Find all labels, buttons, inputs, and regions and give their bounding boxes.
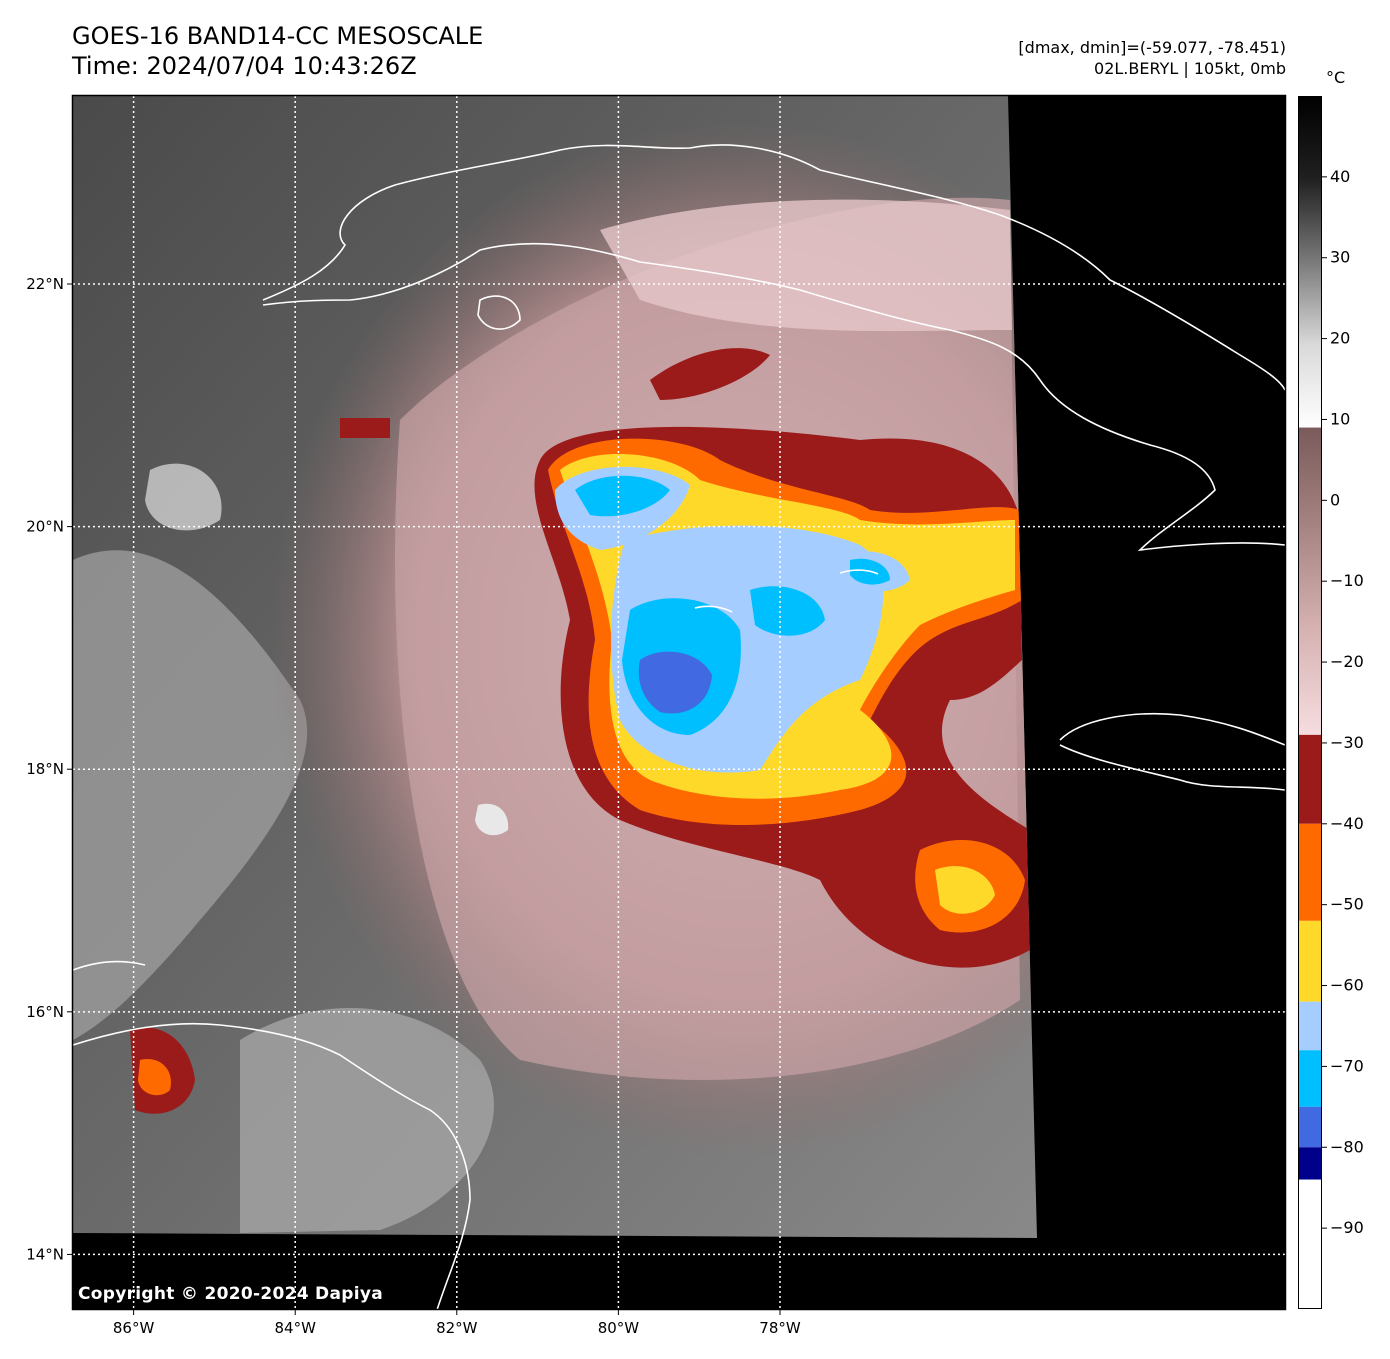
- cuba-north-coast: [262, 144, 1285, 391]
- low-cloud-patch: [475, 803, 509, 836]
- low-cloud-patch-west: [145, 463, 222, 531]
- coldest-core-royalblue: [638, 651, 712, 714]
- colorbar-segment: [1298, 1050, 1322, 1107]
- colorbar-segment: [1298, 823, 1322, 921]
- colorbar-frame: [1298, 96, 1322, 1309]
- lat-tick-label: 20°N: [26, 518, 64, 536]
- colorbar-tick-label: 10: [1330, 409, 1350, 428]
- data-range-label: [dmax, dmin]=(-59.077, -78.451): [1018, 38, 1286, 57]
- inner-cell-blue: [750, 586, 825, 636]
- graticule: [73, 96, 1285, 1309]
- colorbar-segment: [1298, 96, 1322, 428]
- chart-title: GOES-16 BAND14-CC MESOSCALE: [72, 22, 484, 50]
- lon-tick-label: 86°W: [113, 1319, 155, 1337]
- axis-ticks: 86°W 84°W 82°W 80°W 78°W 14°N 16°N 18°N 20°N 22°N: [26, 275, 801, 1337]
- colorbar-segment: [1298, 734, 1322, 824]
- bay-islands: [73, 960, 146, 971]
- colorbar-segment: [1298, 1106, 1322, 1148]
- colorbar-tick-label: 30: [1330, 248, 1350, 267]
- lat-tick-label: 22°N: [26, 275, 64, 293]
- lat-tick-label: 16°N: [26, 1003, 64, 1021]
- chart-time: Time: 2024/07/04 10:43:26Z: [72, 52, 417, 80]
- colorbar-segment: [1298, 920, 1322, 1002]
- colorbar-tick-label: −40: [1330, 814, 1364, 833]
- colorbar-tick-label: −10: [1330, 571, 1364, 590]
- colorbar-tick-label: −70: [1330, 1056, 1364, 1075]
- colorbar-tick-label: −90: [1330, 1218, 1364, 1237]
- jamaica-coast: [1059, 712, 1285, 791]
- isle-of-youth: [477, 295, 521, 330]
- cold-top-north-blue: [575, 475, 670, 517]
- colorbar-segment: [1298, 1001, 1322, 1051]
- lat-tick-label: 14°N: [26, 1245, 64, 1263]
- rainband-north: [650, 348, 770, 400]
- colorbar-tick-label: −50: [1330, 895, 1364, 914]
- lon-tick-label: 78°W: [759, 1319, 801, 1337]
- lon-tick-label: 80°W: [598, 1319, 640, 1337]
- colorbar-tick-label: −30: [1330, 733, 1364, 752]
- lon-tick-label: 82°W: [436, 1319, 478, 1337]
- imagery-layer: [73, 96, 1285, 1309]
- lon-tick-label: 84°W: [274, 1319, 316, 1337]
- plot-frame: [71, 94, 1287, 1311]
- coastlines: [73, 144, 1285, 1309]
- outer-cirrus: [600, 199, 1012, 332]
- storm-info-label: 02L.BERYL | 105kt, 0mb: [1094, 59, 1286, 78]
- central-america-coast: [73, 1022, 471, 1309]
- outer-band-yellow: [935, 866, 995, 914]
- copyright-label: Copyright © 2020-2024 Dapiya: [78, 1284, 383, 1304]
- cell-sw-orange: [138, 1059, 171, 1096]
- colorbar-segment: [1298, 427, 1322, 735]
- cell-northwest: [340, 418, 390, 438]
- cuba-south-coast: [262, 242, 1285, 552]
- colorbar-tick-label: 40: [1330, 167, 1350, 186]
- lat-tick-label: 18°N: [26, 760, 64, 778]
- colorbar-segment: [1298, 1179, 1322, 1309]
- colorbar-tick-label: −60: [1330, 976, 1364, 995]
- swan-island: [694, 605, 733, 613]
- low-cloud-west: [73, 550, 308, 1040]
- low-cloud-south: [240, 1007, 494, 1233]
- colorbar: 40 30 20 10 0 −10 −20 −30 −40 −50 −60 −70 −80 −90: [1298, 96, 1364, 1309]
- cayman-islands: [839, 569, 879, 575]
- colorbar-tick-label: −80: [1330, 1137, 1364, 1156]
- colorbar-tick-label: 0: [1330, 490, 1340, 509]
- colorbar-tick-label: 20: [1330, 329, 1350, 348]
- colorbar-tick-label: −20: [1330, 652, 1364, 671]
- colorbar-segment: [1298, 1147, 1322, 1180]
- colorbar-unit: °C: [1326, 68, 1346, 87]
